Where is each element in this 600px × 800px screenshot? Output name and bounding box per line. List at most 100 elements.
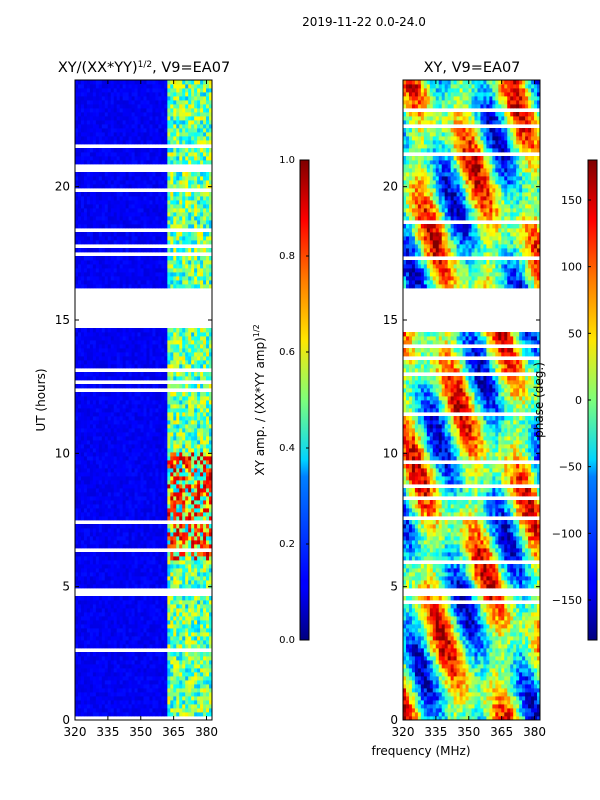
heatmap-cell	[179, 516, 183, 521]
heatmap-cell	[77, 612, 82, 617]
heatmap-cell	[200, 620, 204, 625]
heatmap-cell	[173, 624, 177, 629]
heatmap-cell	[131, 208, 135, 213]
heatmap-cell	[80, 196, 85, 201]
heatmap-cell	[146, 264, 150, 269]
heatmap-cell	[206, 416, 210, 421]
heatmap-cell	[92, 580, 97, 585]
heatmap-cell	[75, 440, 79, 445]
heatmap-cell	[170, 568, 174, 573]
heatmap-cell	[92, 468, 97, 473]
heatmap-cell	[203, 644, 207, 649]
heatmap-cell	[161, 400, 165, 405]
heatmap-cell	[140, 660, 144, 665]
heatmap-cell	[152, 652, 156, 657]
heatmap-cell	[92, 500, 97, 505]
heatmap-cell	[101, 696, 106, 701]
heatmap-cell	[83, 620, 88, 625]
heatmap-cell	[149, 552, 153, 557]
heatmap-cell	[92, 268, 97, 273]
heatmap-cell	[167, 672, 171, 677]
heatmap-cell	[176, 448, 180, 453]
heatmap-cell	[75, 600, 79, 605]
heatmap-cell	[176, 532, 180, 537]
heatmap-cell	[134, 344, 138, 349]
heatmap-cell	[149, 692, 153, 697]
heatmap-cell	[158, 372, 162, 377]
heatmap-cell	[143, 556, 147, 561]
heatmap-cell	[131, 608, 135, 613]
heatmap-cell	[194, 220, 198, 225]
heatmap-cell	[149, 556, 153, 561]
heatmap-cell	[176, 596, 180, 601]
heatmap-cell	[146, 660, 150, 665]
heatmap-cell	[77, 620, 82, 625]
heatmap-cell	[98, 408, 103, 413]
heatmap-cell	[89, 248, 94, 253]
heatmap-cell	[86, 472, 91, 477]
heatmap-cell	[188, 396, 192, 401]
heatmap-cell	[134, 360, 138, 365]
heatmap-cell	[125, 608, 130, 613]
heatmap-cell	[116, 640, 121, 645]
heatmap-cell	[170, 436, 174, 441]
heatmap-cell	[101, 512, 106, 517]
heatmap-cell	[95, 704, 100, 709]
heatmap-cell	[75, 200, 79, 205]
heatmap-cell	[77, 552, 82, 557]
heatmap-cell	[125, 620, 130, 625]
heatmap-cell	[86, 660, 91, 665]
heatmap-cell	[188, 544, 192, 549]
heatmap-cell	[206, 408, 210, 413]
heatmap-cell	[188, 512, 192, 517]
heatmap-cell	[158, 492, 162, 497]
heatmap-cell	[86, 476, 91, 481]
heatmap-cell	[167, 376, 171, 381]
heatmap-cell	[80, 536, 85, 541]
heatmap-cell	[137, 260, 141, 265]
heatmap-cell	[80, 216, 85, 221]
heatmap-cell	[75, 504, 79, 509]
heatmap-cell	[137, 376, 141, 381]
heatmap-cell	[197, 456, 201, 461]
heatmap-cell	[125, 572, 130, 577]
heatmap-cell	[98, 668, 103, 673]
heatmap-cell	[116, 636, 121, 641]
heatmap-cell	[167, 608, 171, 613]
heatmap-cell	[107, 332, 112, 337]
heatmap-cell	[140, 360, 144, 365]
heatmap-cell	[110, 692, 115, 697]
heatmap-cell	[125, 664, 130, 669]
heatmap-cell	[149, 568, 153, 573]
heatmap-cell	[143, 544, 147, 549]
heatmap-cell	[107, 512, 112, 517]
heatmap-cell	[92, 628, 97, 633]
heatmap-cell	[77, 624, 82, 629]
heatmap-cell	[149, 572, 153, 577]
heatmap-cell	[92, 528, 97, 533]
heatmap-cell	[143, 376, 147, 381]
heatmap-cell	[116, 336, 121, 341]
heatmap-cell	[188, 340, 192, 345]
heatmap-cell	[200, 248, 204, 253]
heatmap-cell	[173, 676, 177, 681]
heatmap-cell	[149, 524, 153, 529]
heatmap-cell	[128, 480, 132, 485]
heatmap-cell	[179, 484, 183, 489]
heatmap-cell	[143, 420, 147, 425]
heatmap-cell	[179, 456, 183, 461]
heatmap-cell	[89, 260, 94, 265]
heatmap-cell	[128, 656, 132, 661]
heatmap-cell	[194, 528, 198, 533]
heatmap-cell	[83, 264, 88, 269]
heatmap-cell	[149, 652, 153, 657]
heatmap-cell	[104, 568, 109, 573]
heatmap-cell	[167, 712, 171, 717]
heatmap-cell	[77, 528, 82, 533]
heatmap-cell	[110, 620, 115, 625]
heatmap-cell	[149, 496, 153, 501]
heatmap-cell	[137, 340, 141, 345]
heatmap-cell	[185, 328, 189, 333]
heatmap-cell	[194, 480, 198, 485]
heatmap-cell	[143, 628, 147, 633]
